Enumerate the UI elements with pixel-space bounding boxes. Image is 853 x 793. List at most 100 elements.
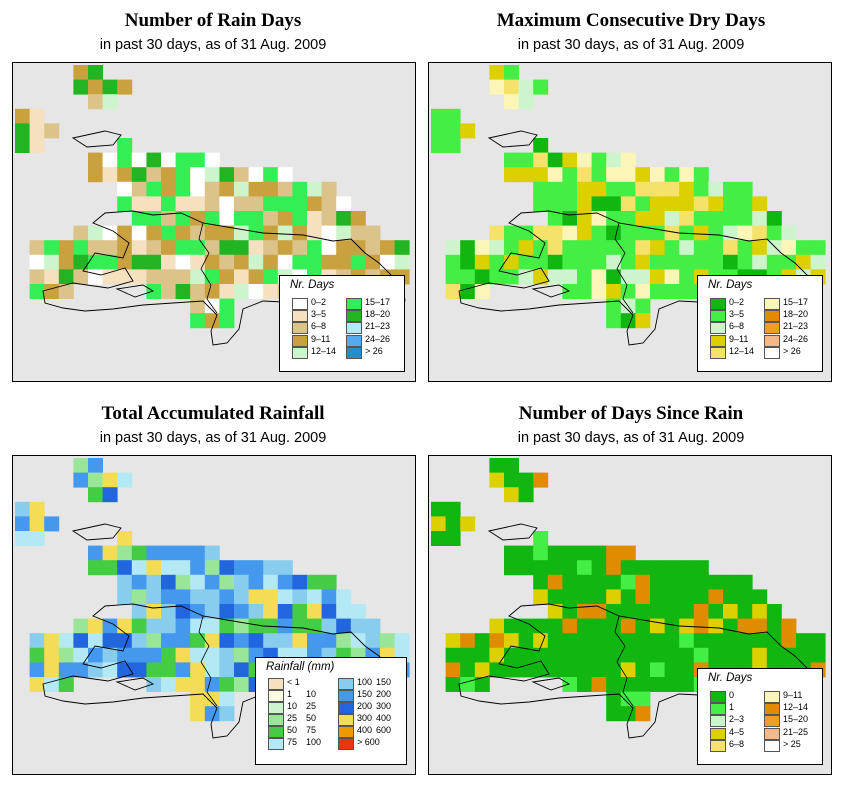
grid-cell [606,589,622,605]
grid-cell [175,152,191,168]
grid-cell [679,560,695,576]
grid-cell [796,254,811,270]
grid-cell [73,633,89,649]
grid-cell [58,254,74,270]
grid-cell [190,196,206,212]
grid-cell [190,254,206,270]
grid-cell [489,633,505,649]
grid-cell [161,240,176,256]
grid-cell [204,196,220,212]
grid-cell [737,589,753,605]
grid-cell [518,618,534,634]
grid-cell [737,211,753,226]
grid-cell [562,545,578,561]
grid-cell [591,196,607,212]
legend-swatch [292,346,308,359]
grid-cell [460,633,476,649]
grid-cell [518,167,534,183]
grid-cell [577,662,592,678]
grid-cell [58,647,74,663]
grid-cell [445,108,461,124]
legend-hi: 25 [306,701,317,711]
grid-cell [620,662,636,678]
grid-cell [117,152,133,168]
grid-cell [460,269,476,285]
legend-swatch [338,726,354,738]
grid-cell [58,633,74,649]
legend-item: 3–5 [292,309,342,323]
grid-cell [577,269,592,285]
legend-item: 9–11 [710,334,760,347]
grid-cell [161,254,176,270]
island-outline [531,284,571,298]
grid-cell [394,254,410,270]
legend-swatch [764,298,780,310]
grid-cell [248,284,264,299]
grid-cell [708,196,724,212]
grid-cell [175,677,191,692]
grid-cell [679,167,695,183]
grid-cell [752,604,768,619]
grid-cell [219,196,235,212]
grid-cell [664,196,680,212]
grid-cell [117,647,133,663]
grid-cell [504,152,519,168]
grid-cell [102,254,118,270]
legend-lo: 1 [287,689,293,699]
grid-cell [518,152,534,168]
grid-cell [518,560,534,576]
grid-cell [620,604,636,619]
legend-swatch [710,691,726,703]
grid-cell [781,254,797,270]
grid-cell [102,152,118,168]
grid-cell [190,633,206,649]
grid-cell [547,254,563,270]
grid-cell [336,196,352,212]
grid-cell [562,196,578,212]
grid-cell [175,225,191,241]
grid-cell [161,662,176,678]
legend-label: 0–2 [311,297,327,307]
coastline [42,210,406,346]
grid-cell [131,181,147,197]
grid-cell [204,604,220,619]
grid-cell [620,181,636,197]
grid-cell [277,633,293,649]
grid-cell [161,211,176,226]
grid-cell [591,211,607,226]
grid-cell [635,196,651,212]
grid-cell [117,574,133,590]
grid-cell [650,560,665,576]
grid-cell [277,211,293,226]
legend-swatch [346,310,362,323]
grid-cell [204,560,220,576]
grid-cell [723,647,738,663]
grid-cell [102,662,118,678]
grid-cell [248,167,264,183]
grid-cell [175,240,191,256]
grid-cell [752,211,768,226]
legend-item: 0 [710,690,760,703]
grid-cell [15,138,30,153]
grid-cell [248,633,264,649]
grid-cell [606,574,622,590]
grid-cell [204,706,220,722]
panel-rain-days: Number of Rain Days in past 30 days, as … [3,0,423,390]
grid-cell [88,560,103,576]
grid-cell [518,633,534,649]
grid-cell [277,240,293,256]
grid-cell [533,647,549,663]
grid-cell [394,240,410,256]
grid-cell [504,545,519,561]
grid-cell [350,225,366,241]
grid-cell [679,211,695,226]
legend-swatch [710,346,726,359]
grid-cell [190,181,206,197]
legend-label: 24–26 [783,333,809,344]
grid-cell [504,94,519,110]
legend-item: 9–11 [292,334,342,347]
grid-cell [234,181,249,197]
grid-cell [234,633,249,649]
legend-item: 1 10 [268,689,334,702]
legend-hi: 100 [306,737,322,747]
